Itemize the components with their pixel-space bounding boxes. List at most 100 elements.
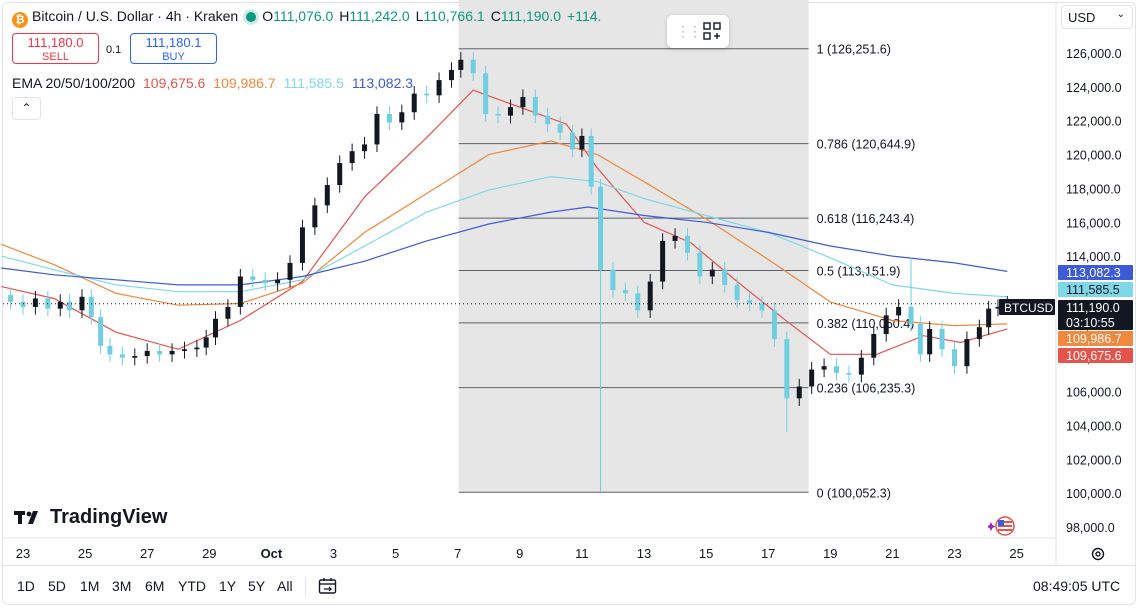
candle-body[interactable] [299, 227, 305, 263]
range-1d-button[interactable]: 1D [17, 578, 35, 594]
candle-body[interactable] [436, 80, 442, 96]
candle-body[interactable] [119, 354, 125, 358]
candle-body[interactable] [545, 115, 551, 125]
candle-body[interactable] [570, 132, 576, 150]
candle-body[interactable] [411, 93, 417, 113]
range-1m-button[interactable]: 1M [80, 578, 100, 594]
candle-body[interactable] [448, 69, 454, 81]
sell-button[interactable]: 111,180.0 SELL [12, 33, 99, 64]
range-1y-button[interactable]: 1Y [219, 578, 237, 594]
candle-body[interactable] [771, 310, 777, 340]
candle-body[interactable] [784, 339, 790, 399]
candle-body[interactable] [132, 356, 138, 358]
candle-body[interactable] [598, 186, 604, 270]
candle-body[interactable] [588, 135, 594, 187]
candle-body[interactable] [734, 284, 740, 301]
ema-line[interactable] [1, 175, 1008, 298]
candle-body[interactable] [507, 107, 513, 116]
candle-body[interactable] [374, 113, 380, 145]
candle-body[interactable] [871, 334, 877, 358]
candle-body[interactable] [470, 59, 476, 74]
candle-body[interactable] [88, 296, 94, 318]
candle-body[interactable] [79, 296, 85, 311]
candle-body[interactable] [660, 240, 666, 282]
candle-body[interactable] [986, 308, 992, 328]
us-market-badge-icon[interactable] [988, 515, 1020, 539]
candle-body[interactable] [964, 339, 970, 367]
candle-body[interactable] [362, 144, 368, 152]
candle-body[interactable] [237, 276, 243, 307]
candle-body[interactable] [697, 252, 703, 277]
calendar-goto-date-icon[interactable] [318, 577, 338, 595]
candle-body[interactable] [579, 135, 585, 150]
candle-body[interactable] [98, 317, 104, 346]
candle-body[interactable] [722, 269, 728, 285]
collapse-legend-button[interactable]: ⌃ [12, 97, 41, 120]
symbol-legend[interactable]: ₿ Bitcoin / U.S. Dollar · 4h · Kraken O111… [12, 8, 601, 28]
candle-body[interactable] [759, 303, 765, 311]
range-5y-button[interactable]: 5Y [248, 578, 266, 594]
currency-select[interactable]: USD ⌄ [1061, 5, 1133, 29]
candle-body[interactable] [324, 185, 330, 206]
candle-body[interactable] [312, 205, 318, 228]
candle-body[interactable] [203, 337, 209, 348]
candle-body[interactable] [709, 269, 715, 277]
settings-gear-icon[interactable] [1090, 546, 1106, 562]
candle-body[interactable] [181, 349, 187, 351]
ema-legend[interactable]: EMA 20/50/100/200 109,675.6 109,986.7 111,5… [12, 75, 421, 91]
candle-body[interactable] [927, 328, 933, 355]
candle-body[interactable] [610, 269, 616, 290]
candle-body[interactable] [952, 349, 957, 367]
candle-body[interactable] [834, 366, 840, 373]
candle-body[interactable] [821, 366, 827, 370]
candle-body[interactable] [995, 306, 1001, 309]
candle-body[interactable] [20, 301, 26, 307]
candle-body[interactable] [275, 279, 281, 284]
candle-body[interactable] [908, 306, 914, 324]
utc-clock[interactable]: 08:49:05 UTC [1033, 578, 1121, 594]
candle-body[interactable] [107, 345, 113, 355]
candle-body[interactable] [858, 357, 864, 375]
candle-body[interactable] [684, 235, 690, 253]
candle-body[interactable] [939, 328, 945, 350]
candle-body[interactable] [157, 350, 163, 355]
candle-body[interactable] [458, 59, 464, 70]
candle-body[interactable] [424, 93, 430, 96]
candle-body[interactable] [532, 97, 538, 116]
candle-body[interactable] [809, 369, 815, 387]
candle-body[interactable] [144, 350, 150, 357]
buy-button[interactable]: 111,180.1 BUY [130, 33, 217, 64]
candle-body[interactable] [386, 113, 392, 123]
candle-body[interactable] [213, 318, 219, 338]
drag-handle-icon[interactable]: ⋮⋮ [676, 23, 702, 39]
candle-body[interactable] [337, 163, 343, 186]
candle-body[interactable] [194, 347, 200, 350]
candle-body[interactable] [557, 124, 563, 133]
range-6m-button[interactable]: 6M [145, 578, 165, 594]
candle-body[interactable] [747, 300, 753, 304]
range-ytd-button[interactable]: YTD [178, 578, 206, 594]
ema-line[interactable] [1, 206, 1008, 286]
candle-body[interactable] [647, 281, 653, 311]
candle-body[interactable] [399, 112, 405, 123]
candle-body[interactable] [846, 372, 852, 375]
candle-body[interactable] [8, 295, 14, 302]
range-all-button[interactable]: All [277, 578, 293, 594]
range-3m-button[interactable]: 3M [112, 578, 132, 594]
candle-body[interactable] [896, 306, 902, 316]
candle-body[interactable] [262, 279, 268, 284]
candle-body[interactable] [796, 386, 802, 399]
candle-body[interactable] [883, 315, 889, 335]
candle-body[interactable] [67, 301, 73, 311]
candle-body[interactable] [976, 327, 982, 340]
candle-body[interactable] [32, 298, 38, 307]
candle-body[interactable] [917, 323, 923, 355]
candle-body[interactable] [672, 235, 678, 241]
candle-body[interactable] [250, 276, 256, 280]
candle-body[interactable] [287, 262, 293, 280]
candle-body[interactable] [349, 151, 355, 164]
candle-body[interactable] [483, 73, 489, 114]
candle-body[interactable] [57, 301, 63, 309]
floating-toolbar[interactable]: ⋮⋮ [667, 15, 729, 48]
